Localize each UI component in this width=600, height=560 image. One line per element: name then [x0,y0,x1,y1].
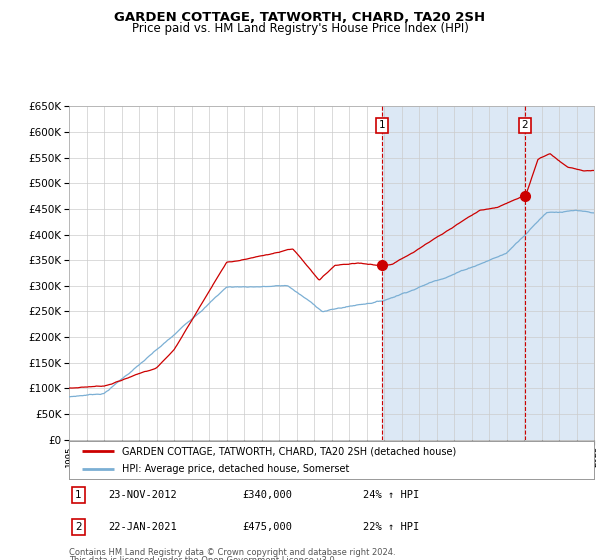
Text: 24% ↑ HPI: 24% ↑ HPI [363,490,419,500]
Text: 22-JAN-2021: 22-JAN-2021 [109,522,177,532]
Bar [382,106,594,440]
Text: 23-NOV-2012: 23-NOV-2012 [109,490,177,500]
Text: HPI: Average price, detached house, Somerset: HPI: Average price, detached house, Some… [121,464,349,474]
Text: This data is licensed under the Open Government Licence v3.0.: This data is licensed under the Open Gov… [69,556,337,560]
Text: 2: 2 [521,120,528,130]
Text: £340,000: £340,000 [242,490,292,500]
Text: 2: 2 [76,522,82,532]
Text: 22% ↑ HPI: 22% ↑ HPI [363,522,419,532]
Text: Price paid vs. HM Land Registry's House Price Index (HPI): Price paid vs. HM Land Registry's House … [131,22,469,35]
Text: 1: 1 [379,120,386,130]
Text: GARDEN COTTAGE, TATWORTH, CHARD, TA20 2SH: GARDEN COTTAGE, TATWORTH, CHARD, TA20 2S… [115,11,485,24]
Text: 1: 1 [76,490,82,500]
Text: GARDEN COTTAGE, TATWORTH, CHARD, TA20 2SH (detached house): GARDEN COTTAGE, TATWORTH, CHARD, TA20 2S… [121,446,456,456]
Text: £475,000: £475,000 [242,522,292,532]
Text: Contains HM Land Registry data © Crown copyright and database right 2024.: Contains HM Land Registry data © Crown c… [69,548,395,557]
